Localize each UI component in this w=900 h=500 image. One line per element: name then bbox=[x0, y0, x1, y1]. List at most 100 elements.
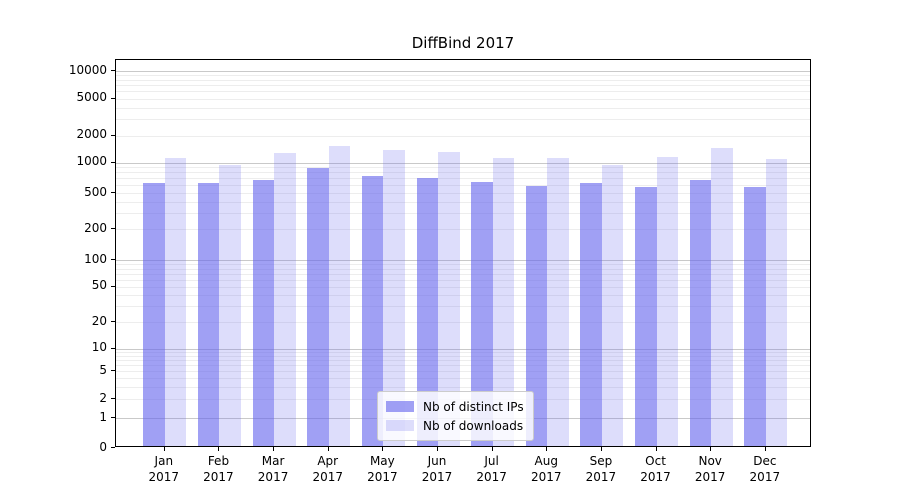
y-tick-label-10000: 10000 bbox=[68, 62, 107, 77]
x-tick-apr bbox=[327, 447, 329, 451]
y-tick-10000 bbox=[111, 70, 115, 71]
x-tick-mar bbox=[273, 447, 275, 451]
gridline-y-300 bbox=[116, 213, 810, 215]
x-tick-label-oct: Oct 2017 bbox=[626, 453, 686, 485]
gridline-y-50 bbox=[116, 286, 810, 288]
bar-distinct-ips-dec bbox=[744, 187, 766, 446]
bar-downloads-feb bbox=[219, 165, 241, 446]
x-tick-year-aug: 2017 bbox=[530, 470, 562, 484]
x-tick-aug bbox=[546, 447, 548, 451]
bar-distinct-ips-mar bbox=[252, 179, 275, 446]
x-tick-label-jan: Jan 2017 bbox=[134, 453, 194, 485]
chart-title: DiffBind 2017 bbox=[411, 34, 515, 52]
x-tick-year-sep: 2017 bbox=[585, 470, 617, 484]
bar-downloads-jun bbox=[438, 152, 460, 446]
y-tick-label-200: 200 bbox=[84, 220, 107, 235]
gridline-y-5 bbox=[116, 371, 810, 372]
gridline-y-500 bbox=[116, 193, 810, 194]
y-tick-label-2000: 2000 bbox=[76, 127, 107, 142]
gridline-y-2000 bbox=[116, 135, 810, 137]
gridline-y-100 bbox=[116, 260, 810, 261]
gridline-y-9000 bbox=[116, 75, 810, 77]
gridline-y-600 bbox=[116, 185, 810, 187]
x-tick-label-may: May 2017 bbox=[352, 453, 412, 485]
gridline-y-7000 bbox=[116, 85, 810, 87]
y-tick-label-5: 5 bbox=[99, 362, 107, 377]
y-tick-label-2: 2 bbox=[99, 390, 107, 405]
gridline-y-30 bbox=[116, 306, 810, 308]
gridline-y-400 bbox=[116, 201, 810, 203]
bar-distinct-ips-oct bbox=[635, 186, 657, 446]
bar-distinct-ips-nov bbox=[689, 180, 712, 446]
x-tick-year-jan: 2017 bbox=[148, 470, 180, 484]
y-tick-1000 bbox=[111, 161, 115, 163]
y-tick-1 bbox=[111, 417, 115, 418]
gridline-y-40 bbox=[116, 295, 810, 297]
x-tick-oct bbox=[655, 447, 657, 451]
x-tick-label-sep: Sep 2017 bbox=[571, 453, 631, 485]
bar-distinct-ips-jan bbox=[143, 183, 165, 446]
x-tick-year-may: 2017 bbox=[367, 470, 398, 484]
x-tick-year-oct: 2017 bbox=[640, 470, 671, 484]
y-tick-label-100: 100 bbox=[84, 251, 107, 266]
gridline-y-5000 bbox=[116, 98, 810, 100]
legend: Nb of distinct IPs Nb of downloads bbox=[377, 391, 534, 441]
x-tick-sep bbox=[600, 447, 602, 451]
plot-area bbox=[115, 59, 811, 447]
bar-distinct-ips-apr bbox=[307, 167, 329, 446]
gridline-y-4 bbox=[116, 377, 810, 379]
gridline-y-60 bbox=[116, 279, 810, 281]
x-tick-label-aug: Aug 2017 bbox=[516, 453, 576, 485]
gridline-y-3000 bbox=[116, 119, 810, 121]
y-tick-200 bbox=[111, 228, 115, 230]
x-tick-year-apr: 2017 bbox=[312, 470, 343, 484]
bar-downloads-apr bbox=[328, 145, 351, 446]
y-tick-label-50: 50 bbox=[91, 278, 107, 293]
x-tick-jun bbox=[437, 447, 438, 451]
x-tick-jan bbox=[163, 447, 165, 451]
y-tick-label-1000: 1000 bbox=[76, 154, 107, 169]
y-tick-50 bbox=[111, 285, 115, 287]
y-tick-label-0: 0 bbox=[99, 439, 107, 454]
gridline-y-4000 bbox=[116, 107, 810, 109]
y-tick-0 bbox=[111, 447, 115, 448]
gridline-y-20 bbox=[116, 322, 810, 323]
y-tick-20 bbox=[111, 321, 115, 322]
gridline-y-10 bbox=[116, 348, 810, 350]
gridline-y-1000 bbox=[116, 162, 810, 164]
legend-label-distinct-ips: Nb of distinct IPs bbox=[423, 399, 524, 414]
x-tick-label-mar: Mar 2017 bbox=[243, 453, 303, 485]
y-tick-5 bbox=[111, 370, 115, 371]
gridline-y-9 bbox=[116, 351, 810, 353]
gridline-y-7 bbox=[116, 360, 810, 362]
y-tick-label-5000: 5000 bbox=[76, 90, 107, 105]
y-tick-5000 bbox=[111, 97, 115, 99]
x-tick-jul bbox=[491, 447, 493, 451]
x-tick-label-dec: Dec 2017 bbox=[735, 453, 795, 485]
gridline-y-900 bbox=[116, 167, 810, 169]
x-tick-label-jul: Jul 2017 bbox=[462, 453, 522, 485]
bar-downloads-nov bbox=[711, 148, 733, 446]
x-tick-may bbox=[382, 447, 384, 451]
gridline-y-70 bbox=[116, 273, 810, 275]
x-tick-year-jun: 2017 bbox=[421, 470, 453, 484]
gridline-y-6000 bbox=[116, 91, 810, 93]
gridline-y-3 bbox=[116, 386, 810, 388]
y-tick-label-1: 1 bbox=[99, 409, 107, 424]
legend-label-downloads: Nb of downloads bbox=[423, 418, 524, 433]
x-tick-nov bbox=[710, 447, 712, 451]
bar-downloads-sep bbox=[601, 164, 624, 446]
bar-downloads-mar bbox=[274, 152, 296, 446]
bar-downloads-jul bbox=[492, 158, 515, 446]
x-tick-label-jun: Jun 2017 bbox=[407, 453, 467, 485]
legend-item-downloads: Nb of downloads bbox=[386, 416, 524, 435]
y-tick-2 bbox=[111, 398, 115, 400]
bar-distinct-ips-may bbox=[361, 176, 384, 446]
x-tick-feb bbox=[218, 447, 220, 451]
y-tick-2000 bbox=[111, 134, 115, 136]
bar-distinct-ips-aug bbox=[525, 186, 548, 446]
y-tick-100 bbox=[111, 259, 115, 260]
bar-downloads-aug bbox=[547, 157, 569, 446]
gridline-y-200 bbox=[116, 229, 810, 231]
